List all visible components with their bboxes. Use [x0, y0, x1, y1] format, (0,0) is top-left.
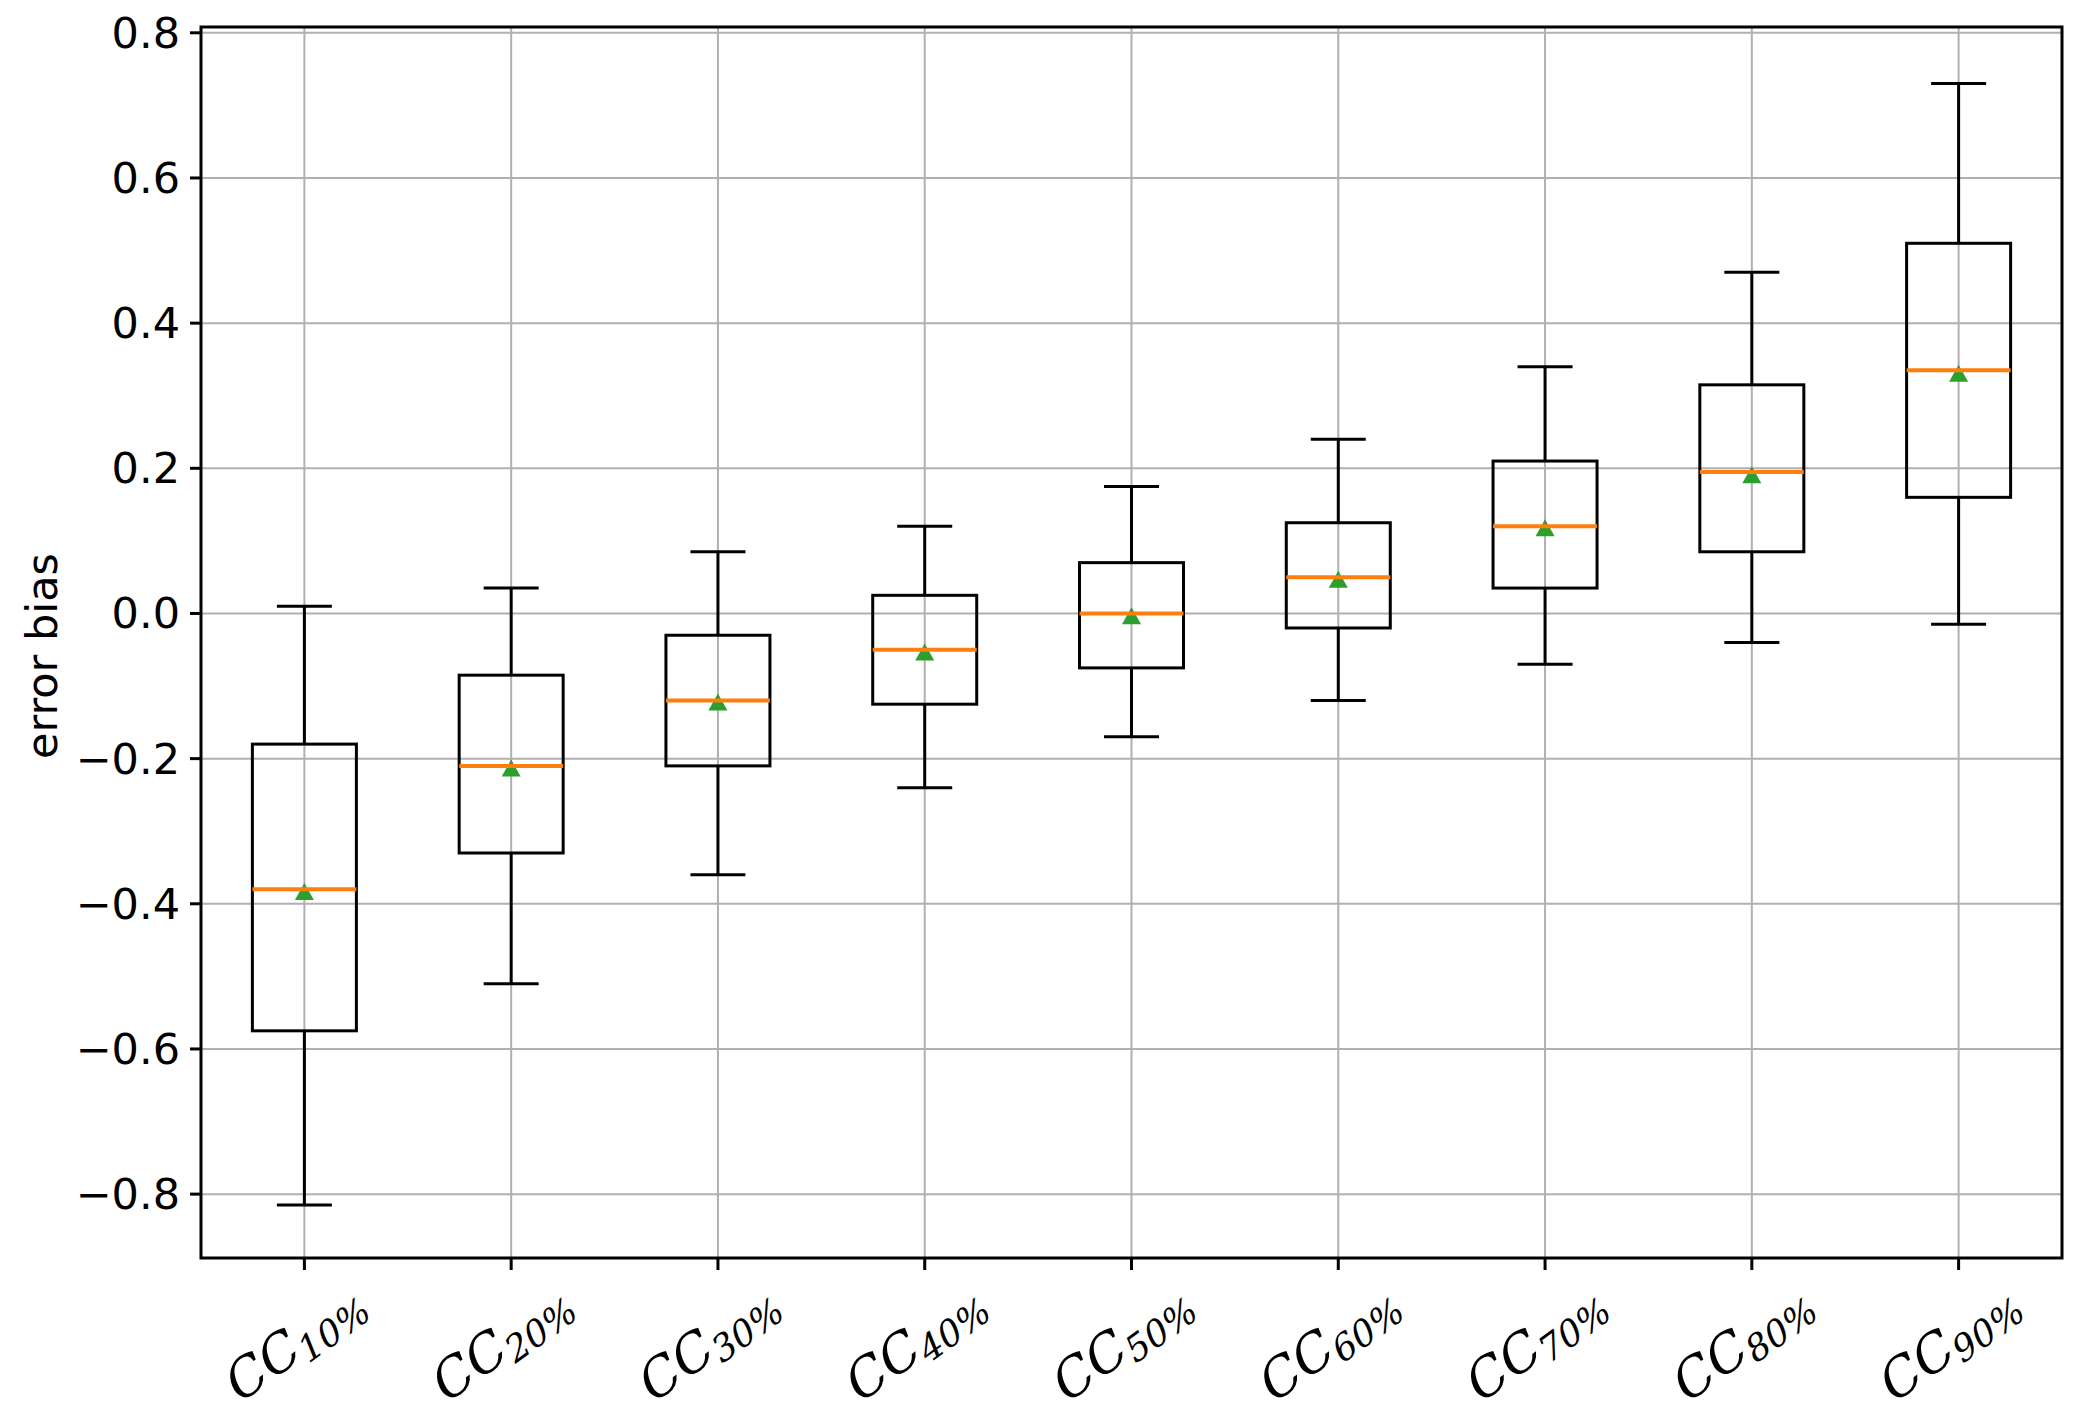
x-tick-label-group: CC10%: [209, 1273, 376, 1419]
x-tick-label-group: CC60%: [1243, 1273, 1410, 1419]
y-tick-label: −0.2: [76, 734, 180, 784]
x-tick-label: CC30%: [623, 1273, 790, 1419]
y-tick-label: 0.0: [112, 588, 180, 638]
mean-marker-triangle: [1329, 571, 1348, 588]
x-tick-label: CC90%: [1863, 1273, 2030, 1419]
x-tick-label: CC50%: [1036, 1273, 1203, 1419]
y-tick-label: −0.6: [76, 1024, 180, 1074]
x-tick-label-group: CC50%: [1036, 1273, 1203, 1419]
mean-marker-triangle: [1949, 365, 1968, 382]
x-tick-label: CC70%: [1450, 1273, 1617, 1419]
x-tick-label-group: CC40%: [829, 1273, 996, 1419]
y-axis-label: error bias: [17, 553, 67, 759]
y-tick-label: 0.8: [112, 8, 180, 58]
y-tick-label: 0.2: [112, 443, 180, 493]
y-tick-label: −0.4: [76, 879, 180, 929]
x-tick-label: CC10%: [209, 1273, 376, 1419]
mean-marker-triangle: [502, 760, 521, 777]
y-tick-label: −0.8: [76, 1169, 180, 1219]
mean-marker-triangle: [915, 643, 934, 660]
x-tick-label-group: CC70%: [1450, 1273, 1617, 1419]
mean-marker-triangle: [1122, 607, 1141, 624]
x-tick-label: CC60%: [1243, 1273, 1410, 1419]
y-tick-label: 0.6: [112, 153, 180, 203]
boxplot-canvas: 0.8 0.6 0.4 0.2 0.0 −0.2 −0.4 −0.6 −0.8 CC10% CC20…: [0, 0, 2081, 1424]
x-tick-label: CC80%: [1657, 1273, 1824, 1419]
x-tick-label: CC40%: [829, 1273, 996, 1419]
x-tick-label-group: CC30%: [623, 1273, 790, 1419]
boxplot-figure: 0.8 0.6 0.4 0.2 0.0 −0.2 −0.4 −0.6 −0.8 CC10% CC20…: [0, 0, 2081, 1424]
x-tick-label-group: CC90%: [1863, 1273, 2030, 1419]
x-tick-label: CC20%: [416, 1273, 583, 1419]
x-tick-label-group: CC20%: [416, 1273, 583, 1419]
y-tick-label: 0.4: [112, 298, 180, 348]
mean-marker-triangle: [295, 883, 314, 900]
x-tick-label-group: CC80%: [1657, 1273, 1824, 1419]
